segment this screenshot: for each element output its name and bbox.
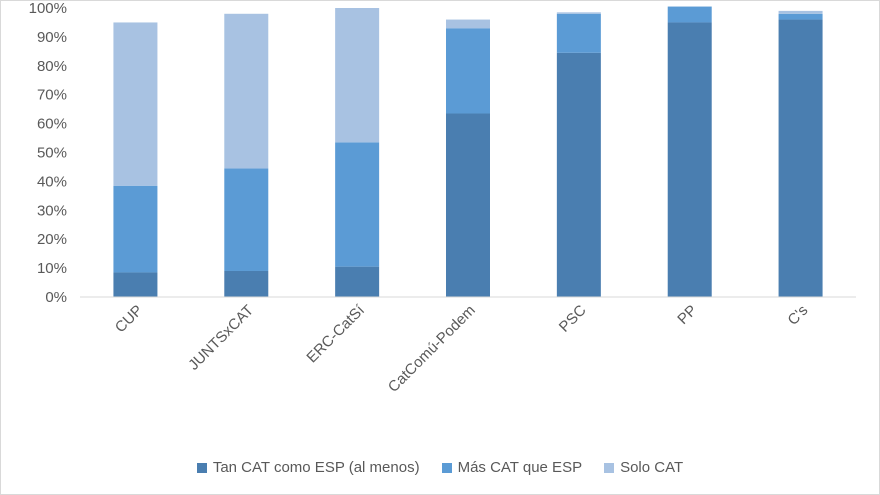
legend-item: Tan CAT como ESP (al menos) xyxy=(196,459,420,476)
bar-segment xyxy=(224,168,269,271)
y-tick-label: 30% xyxy=(37,202,67,219)
y-tick-label: 50% xyxy=(37,145,67,162)
bar-segment xyxy=(335,8,380,143)
x-category-label: JUNTSxCAT xyxy=(185,302,257,374)
y-tick-label: 0% xyxy=(45,289,67,306)
legend-item: Solo CAT xyxy=(604,459,683,476)
y-tick-label: 10% xyxy=(37,260,67,277)
y-tick-label: 80% xyxy=(37,58,67,75)
x-category-label: CUP xyxy=(112,302,146,336)
bar-segment xyxy=(556,13,601,53)
y-tick-label: 70% xyxy=(37,87,67,104)
bar-segment xyxy=(224,270,269,297)
legend-swatch xyxy=(604,462,615,473)
x-category-label: PSC xyxy=(556,302,590,336)
bar-segment xyxy=(446,113,490,297)
y-tick-label: 20% xyxy=(37,231,67,248)
bar-segment xyxy=(224,13,269,169)
y-tick-label: 60% xyxy=(37,116,67,133)
legend-label: Solo CAT xyxy=(620,459,684,476)
bar-segment xyxy=(113,272,158,297)
x-category-label: ERC-CatSí xyxy=(303,301,368,366)
y-tick-label: 40% xyxy=(37,173,67,190)
bar-segment xyxy=(113,185,158,273)
stacked-bar-chart: 0% 10% 20% 30% 40% 50% 60% 70% 80% 90% 100% CUP JUN… xyxy=(29,0,856,396)
bar-segment xyxy=(778,10,823,14)
y-tick-label: 90% xyxy=(37,29,67,46)
x-category-label: PP xyxy=(674,302,700,328)
legend-swatch xyxy=(441,462,452,473)
bar-segment xyxy=(778,13,823,20)
bar-segment xyxy=(446,28,490,114)
bar-segment xyxy=(335,266,380,297)
bar-segment xyxy=(667,6,712,23)
x-category-label: CatComú-Podem xyxy=(385,302,479,396)
bar-segment xyxy=(667,22,712,297)
bar-segment xyxy=(778,19,823,298)
bar-segment xyxy=(446,19,490,29)
bar-segment xyxy=(335,142,380,267)
bar-segment xyxy=(113,22,158,186)
legend-label: Tan CAT como ESP (al menos) xyxy=(212,459,420,476)
x-category-label: C's xyxy=(784,302,811,329)
legend-label: Más CAT que ESP xyxy=(457,459,583,476)
legend-swatch xyxy=(196,462,207,473)
y-tick-label: 100% xyxy=(29,1,67,17)
legend-item: Más CAT que ESP xyxy=(441,459,583,476)
bar-segment xyxy=(556,12,601,14)
legend: Tan CAT como ESP (al menos) Más CAT que E… xyxy=(1,459,879,476)
bar-segment xyxy=(556,52,601,297)
